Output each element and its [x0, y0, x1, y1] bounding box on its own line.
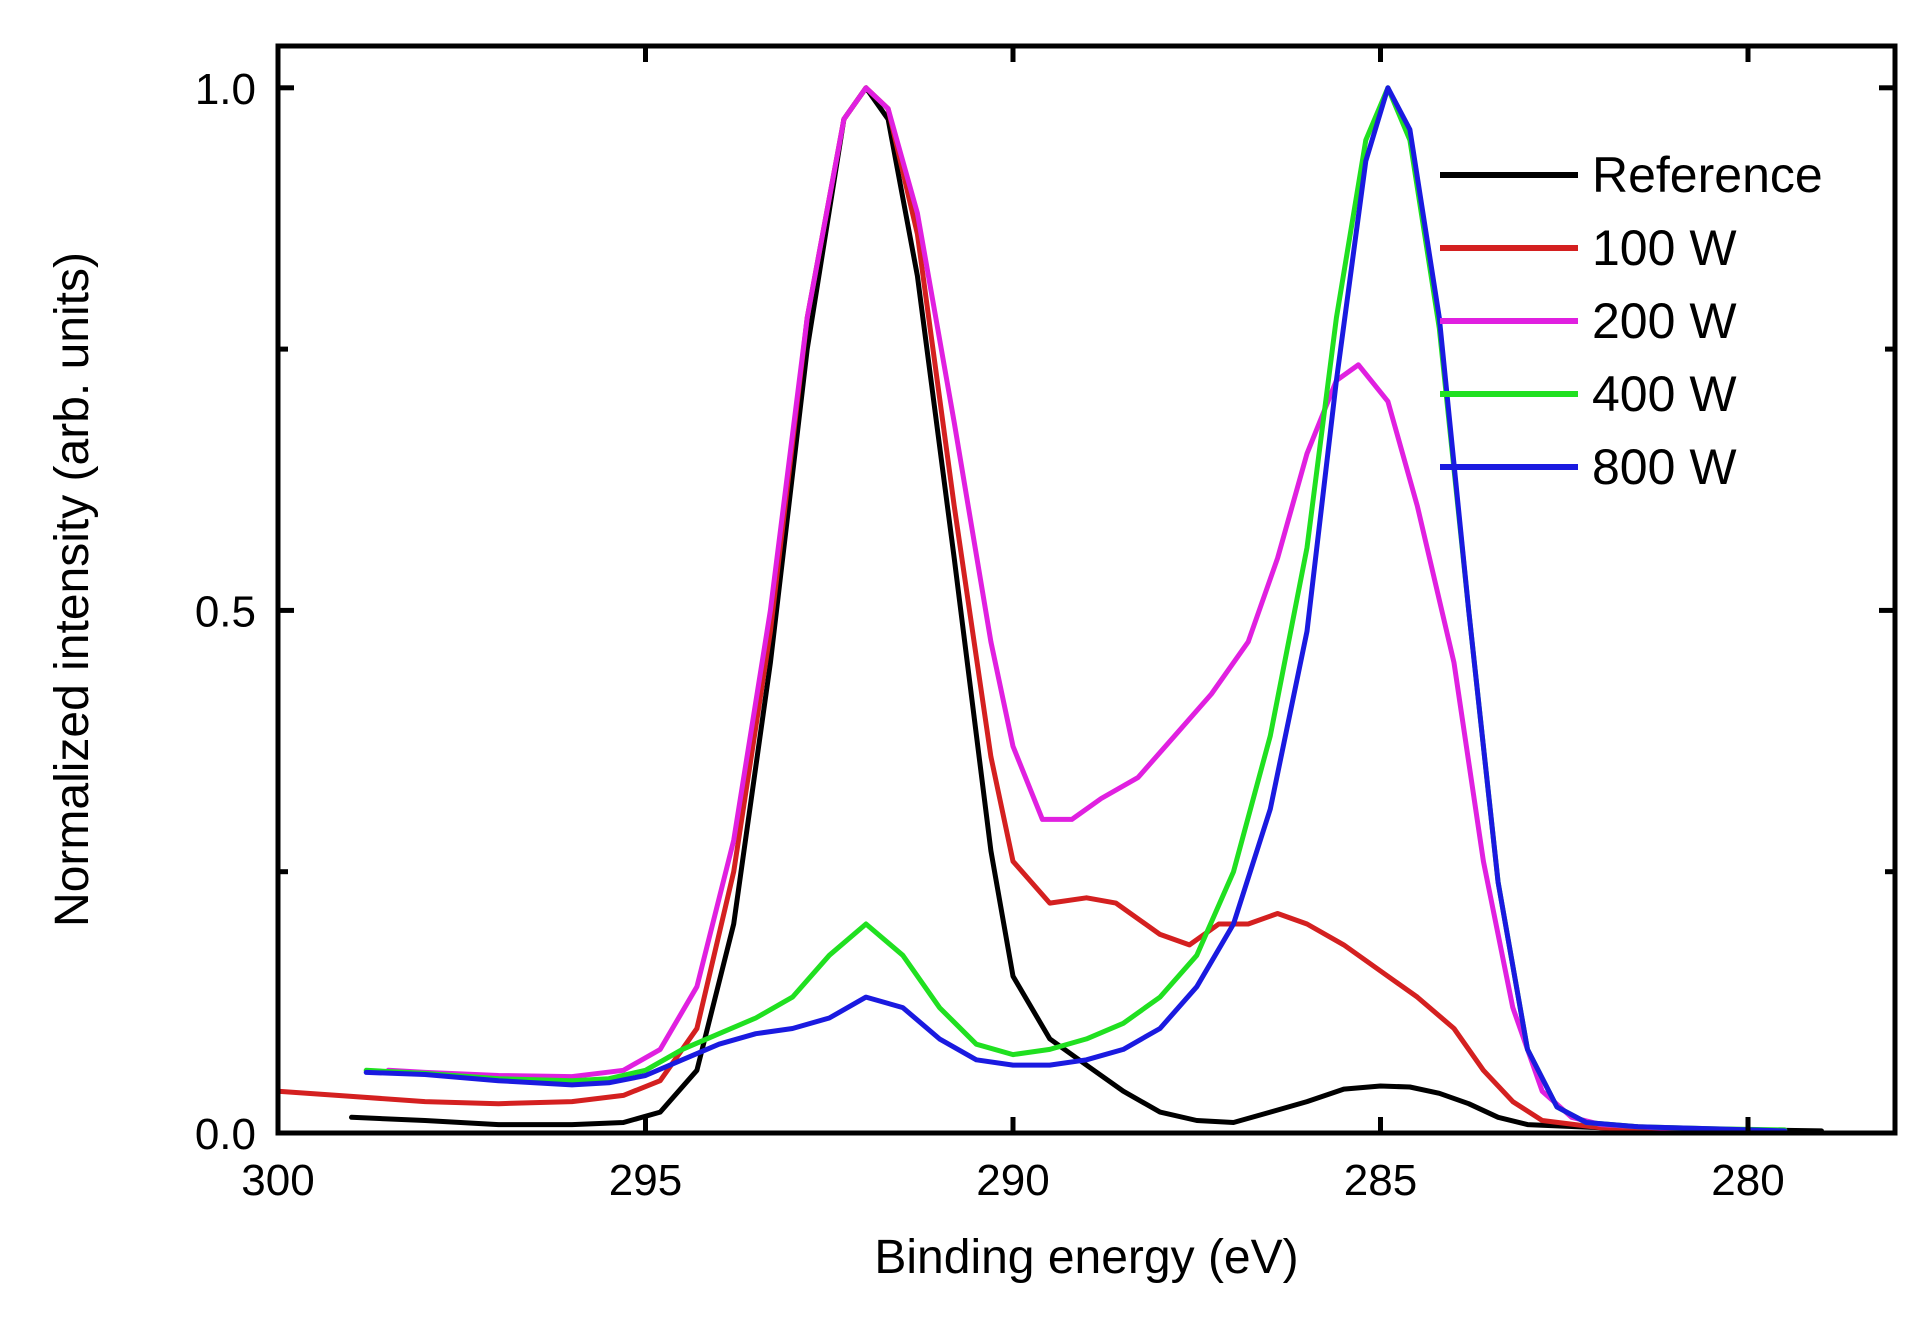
series-line-4: [363, 85, 1788, 1134]
legend-label-0: Reference: [1592, 147, 1823, 203]
x-tick-label: 285: [1344, 1156, 1417, 1205]
x-tick-label: 295: [609, 1156, 682, 1205]
series-line-1: [275, 85, 1788, 1136]
tick-layer: 300 295 290 285 280 0.0 0.5 1.0: [195, 46, 1895, 1205]
plot-frame: [275, 43, 1898, 1136]
y-axis-title: Normalized intensity (arb. units): [46, 252, 99, 927]
series-line-2: [385, 85, 1751, 1134]
legend-label-4: 800 W: [1592, 439, 1737, 495]
x-tick-label: 300: [241, 1156, 314, 1205]
legend-label-3: 400 W: [1592, 366, 1737, 422]
x-tick-label: 280: [1711, 1156, 1784, 1205]
series-line-0: [349, 85, 1824, 1134]
series-layer: [275, 85, 1824, 1136]
y-tick-label: 1.0: [195, 65, 256, 114]
legend-label-2: 200 W: [1592, 293, 1737, 349]
legend-label-1: 100 W: [1592, 220, 1737, 276]
legend: Reference 100 W 200 W 400 W 800 W: [1440, 147, 1823, 495]
x-tick-label: 290: [976, 1156, 1049, 1205]
y-tick-label: 0.0: [195, 1110, 256, 1159]
x-axis-title: Binding energy (eV): [874, 1231, 1298, 1284]
y-tick-label: 0.5: [195, 587, 256, 636]
